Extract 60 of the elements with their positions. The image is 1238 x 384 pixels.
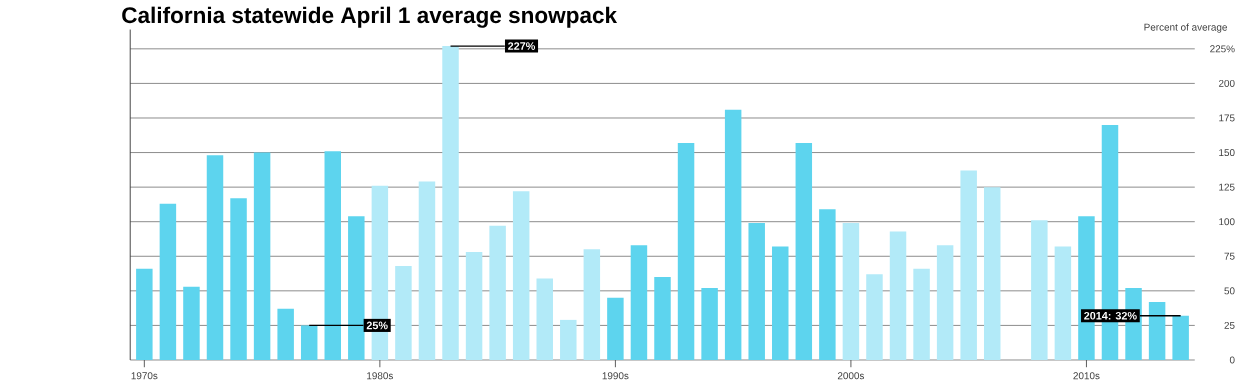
y-tick-label: 25 <box>1224 321 1235 329</box>
bar <box>512 191 530 360</box>
x-tick-label: 1970s <box>131 372 158 380</box>
bar <box>960 170 977 360</box>
y-tick-label: 0 <box>1229 356 1235 364</box>
bar <box>724 109 742 360</box>
bar <box>654 276 671 360</box>
bar <box>159 203 177 360</box>
bar <box>465 251 483 360</box>
bar <box>842 222 860 360</box>
bar <box>1172 315 1189 360</box>
x-tick-label: 1980s <box>367 372 393 380</box>
bar <box>630 245 648 360</box>
y-tick-label: 50 <box>1224 287 1235 295</box>
bar <box>583 249 601 360</box>
bar <box>183 286 200 360</box>
x-tick-label: 2000s <box>837 372 865 380</box>
bar <box>1054 246 1072 360</box>
bar <box>277 308 294 360</box>
y-tick-label: 175 <box>1219 114 1235 122</box>
bar <box>230 197 247 360</box>
y-tick-label: 150 <box>1219 148 1235 156</box>
bar <box>1148 301 1166 360</box>
bar <box>866 274 883 360</box>
y-tick-label: 125 <box>1219 183 1235 191</box>
bar <box>560 319 577 360</box>
bar <box>983 186 1001 360</box>
annotation: 25% <box>366 321 388 330</box>
y-tick-label: 100 <box>1219 218 1235 226</box>
bar <box>348 215 365 360</box>
y-axis-title: Percent of average <box>1144 23 1227 33</box>
bar <box>418 181 436 360</box>
annotation: 227% <box>508 42 536 50</box>
bar <box>206 155 224 360</box>
y-tick-label: 225% <box>1210 45 1235 53</box>
bar <box>677 142 695 360</box>
bar <box>442 45 459 360</box>
bar <box>607 297 624 360</box>
bar <box>1031 220 1048 360</box>
bar <box>701 287 718 360</box>
bar <box>889 231 907 360</box>
bar <box>536 278 553 360</box>
bar <box>936 245 954 360</box>
y-tick-label: 75 <box>1224 252 1235 260</box>
bar <box>819 209 836 360</box>
bar <box>748 222 765 360</box>
y-tick-label: 200 <box>1218 79 1235 87</box>
x-tick-label: 2010s <box>1073 372 1100 380</box>
bar <box>913 268 930 360</box>
bar <box>324 150 341 360</box>
bar <box>300 325 318 360</box>
annotation: 2014: 32% <box>1084 311 1137 320</box>
bar <box>395 265 412 360</box>
bar <box>136 268 153 360</box>
bar <box>253 152 271 360</box>
bar <box>795 142 813 360</box>
x-tick-label: 1990s <box>602 372 629 380</box>
chart-title: California statewide April 1 average snowpack <box>122 6 618 28</box>
bar <box>489 225 506 360</box>
bar <box>772 246 789 360</box>
